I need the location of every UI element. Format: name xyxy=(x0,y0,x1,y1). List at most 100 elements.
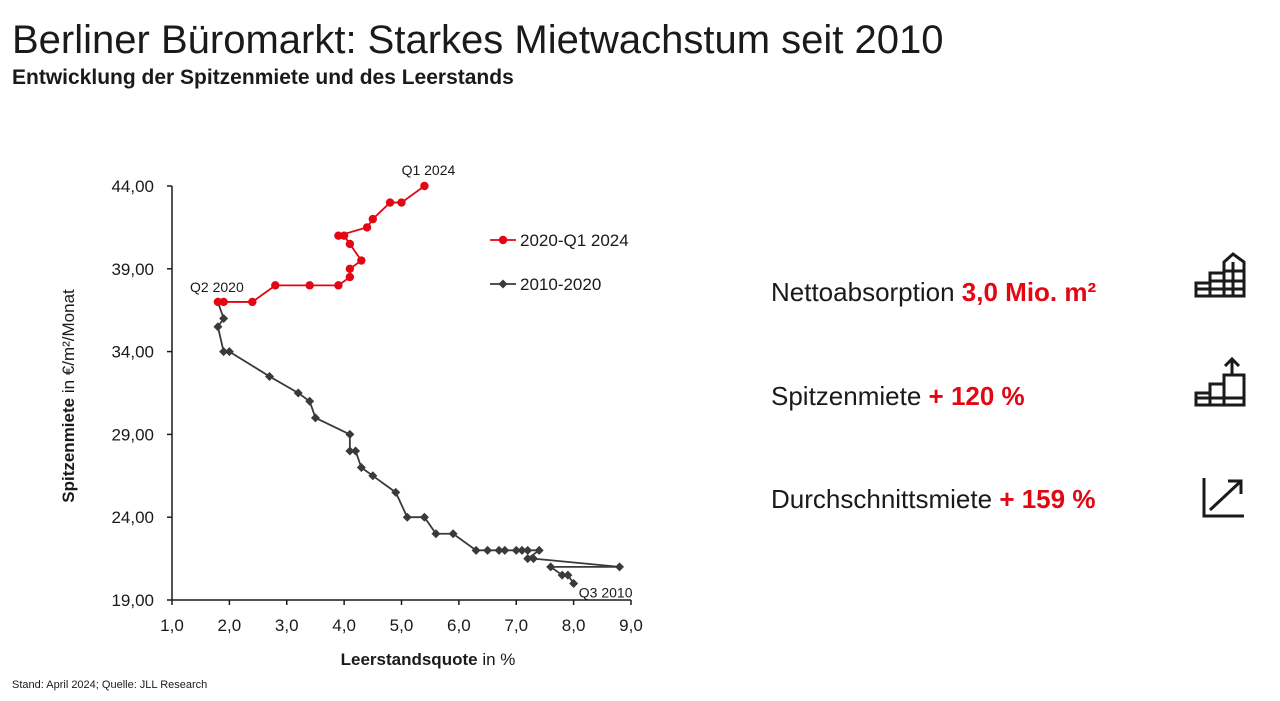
data-point xyxy=(500,545,510,555)
data-point xyxy=(351,446,361,456)
data-point xyxy=(265,371,275,381)
annotation-label: Q2 2020 xyxy=(190,279,244,295)
x-tick-label: 7,0 xyxy=(504,616,528,635)
series-line xyxy=(216,301,620,584)
kpi-label: Spitzenmiete xyxy=(771,381,929,411)
y-tick-label: 24,00 xyxy=(111,508,154,527)
x-axis-label: Leerstandsquote in % xyxy=(341,650,516,669)
chart: 19,00 24,00 29,00 34,00 39,00 44,00 1,0 2,0 3,0… xyxy=(59,162,643,669)
y-tick-label: 29,00 xyxy=(111,425,154,444)
data-point xyxy=(511,545,521,555)
x-tick-label: 3,0 xyxy=(275,616,299,635)
data-point xyxy=(334,231,343,240)
series-layer xyxy=(213,181,625,588)
data-point xyxy=(271,281,280,290)
legend-item: 2010-2020 xyxy=(490,275,601,294)
data-point xyxy=(471,545,481,555)
y-tick-label: 19,00 xyxy=(111,591,154,610)
data-point xyxy=(402,512,412,522)
building-icon xyxy=(1194,252,1246,298)
data-point xyxy=(334,281,343,290)
series-recent xyxy=(213,181,429,307)
data-point xyxy=(345,446,355,456)
kpi-value: + 120 % xyxy=(928,381,1025,411)
x-tick-label: 8,0 xyxy=(562,616,586,635)
legend-item: 2020-Q1 2024 xyxy=(490,231,629,250)
data-point xyxy=(219,297,228,307)
y-axis-label: Spitzenmiete in €/m²/Monat xyxy=(59,289,78,503)
legend-label: 2020-Q1 2024 xyxy=(520,231,629,250)
legend: 2020-Q1 2024 2010-2020 xyxy=(490,231,629,294)
data-point xyxy=(523,554,533,564)
data-point xyxy=(213,297,223,307)
x-axis-ticks: 1,0 2,0 3,0 4,0 5,0 6,0 7,0 8,0 9,0 xyxy=(160,600,643,635)
series-historic xyxy=(213,297,625,588)
x-tick-label: 9,0 xyxy=(619,616,643,635)
data-point xyxy=(569,578,579,588)
data-point xyxy=(385,198,395,207)
annotation-label: Q3 2010 xyxy=(579,584,633,600)
x-tick-label: 2,0 xyxy=(218,616,242,635)
y-axis-label-unit: in €/m²/Monat xyxy=(59,289,78,398)
x-tick-label: 5,0 xyxy=(390,616,414,635)
data-point xyxy=(357,256,366,265)
data-point xyxy=(391,487,401,497)
y-tick-label: 34,00 xyxy=(111,343,154,362)
stairs-up-arrow-icon xyxy=(1194,356,1246,407)
data-point xyxy=(448,529,458,539)
data-point xyxy=(523,545,533,555)
data-point xyxy=(362,223,372,232)
data-point xyxy=(546,562,556,572)
x-axis-label-bold: Leerstandsquote xyxy=(341,650,478,669)
data-point xyxy=(248,297,257,307)
kpi-spitzenmiete: Spitzenmiete + 120 % xyxy=(771,381,1025,412)
data-point xyxy=(368,471,378,481)
data-point xyxy=(498,235,508,245)
y-axis-ticks: 19,00 24,00 29,00 34,00 39,00 44,00 xyxy=(111,177,172,610)
data-point xyxy=(345,272,355,282)
legend-label: 2010-2020 xyxy=(520,275,601,294)
kpi-value: 3,0 Mio. m² xyxy=(961,277,1097,307)
data-point xyxy=(563,570,573,580)
data-point xyxy=(368,214,378,224)
annotations: Q1 2024 Q2 2020 Q3 2010 xyxy=(190,162,633,600)
data-point xyxy=(419,512,429,522)
data-point xyxy=(534,545,544,555)
kpi-label: Nettoabsorption xyxy=(771,277,962,307)
y-tick-label: 44,00 xyxy=(111,177,154,196)
data-point xyxy=(498,279,508,289)
x-axis-label-unit: in % xyxy=(478,650,516,669)
data-point xyxy=(557,570,567,580)
data-point xyxy=(517,545,527,555)
kpi-durchschnittsmiete: Durchschnittsmiete + 159 % xyxy=(771,484,1095,515)
data-point xyxy=(219,313,229,323)
data-point xyxy=(219,347,229,357)
data-point xyxy=(494,545,504,555)
data-point xyxy=(305,396,315,406)
x-tick-label: 4,0 xyxy=(332,616,356,635)
data-point xyxy=(293,388,303,398)
data-point xyxy=(345,239,355,249)
data-point xyxy=(224,347,234,357)
data-point xyxy=(483,545,493,555)
data-point xyxy=(420,181,429,191)
data-point xyxy=(305,281,314,290)
data-point xyxy=(356,463,366,473)
source-note: Stand: April 2024; Quelle: JLL Research xyxy=(12,679,208,691)
data-point xyxy=(339,231,349,240)
x-tick-label: 6,0 xyxy=(447,616,471,635)
data-point xyxy=(397,198,406,207)
data-point xyxy=(615,562,625,572)
data-point xyxy=(213,322,223,332)
data-point xyxy=(345,429,355,439)
annotation-label: Q1 2024 xyxy=(402,162,456,178)
kpi-nettoabsorption: Nettoabsorption 3,0 Mio. m² xyxy=(771,277,1096,308)
data-point xyxy=(528,554,538,564)
page-title: Berliner Büromarkt: Starkes Mietwachstum… xyxy=(12,18,944,62)
x-tick-label: 1,0 xyxy=(160,616,184,635)
y-axis-label-bold: Spitzenmiete xyxy=(59,398,78,503)
trend-arrow-icon xyxy=(1202,478,1244,518)
data-point xyxy=(431,529,441,539)
data-point xyxy=(345,264,355,273)
page-subtitle: Entwicklung der Spitzenmiete und des Lee… xyxy=(12,66,514,89)
